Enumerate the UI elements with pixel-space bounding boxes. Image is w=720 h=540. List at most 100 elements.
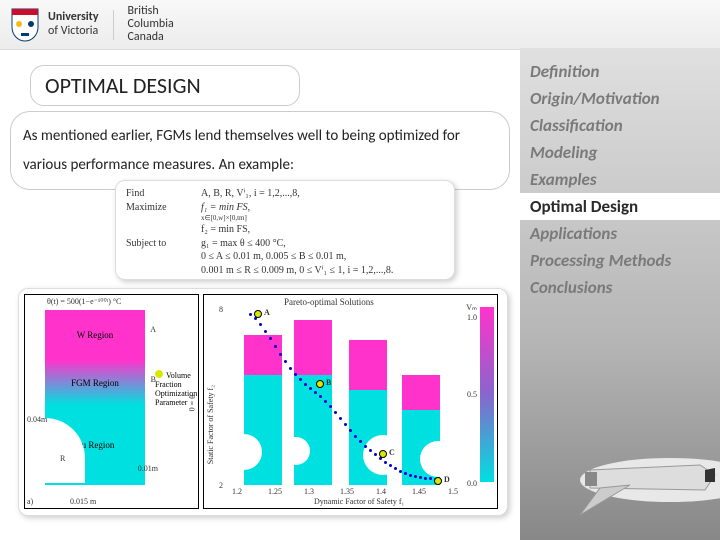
math-f2: f₂ = min FS, bbox=[201, 223, 250, 237]
pareto-point bbox=[309, 387, 312, 390]
marker-D bbox=[434, 477, 442, 485]
ymin: 2 bbox=[219, 481, 223, 490]
gmin: 0.0 bbox=[467, 479, 477, 488]
body-text: As mentioned earlier, FGMs lend themselv… bbox=[10, 111, 510, 190]
logo-line2: of Victoria bbox=[48, 25, 99, 38]
pareto-point bbox=[424, 477, 427, 480]
pareto-point bbox=[314, 391, 317, 394]
uvic-logo-icon bbox=[10, 7, 40, 43]
pareto-point bbox=[344, 423, 347, 426]
math-subj-label: Subject to bbox=[126, 237, 191, 251]
h1-label: 0.04m bbox=[27, 415, 47, 424]
math-find-label: Find bbox=[126, 187, 191, 201]
xtick: 1.35 bbox=[340, 487, 354, 496]
pareto-point bbox=[364, 445, 367, 448]
pareto-point bbox=[289, 367, 292, 370]
pareto-point bbox=[394, 467, 397, 470]
xtick: 1.2 bbox=[232, 487, 242, 496]
math-f1sub: x∈[0,w]×[0,tm] bbox=[201, 214, 247, 223]
pareto-point bbox=[404, 472, 407, 475]
vf-legend: Volume Fraction Optimization Parameter bbox=[155, 370, 198, 407]
xtick: 1.25 bbox=[268, 487, 282, 496]
nav-conclusions[interactable]: Conclusions bbox=[520, 274, 720, 301]
h2-label: 0.01m bbox=[138, 464, 158, 473]
math-g1: g₁ = max θ ≤ 400 °C, bbox=[201, 237, 286, 251]
pareto-point bbox=[304, 383, 307, 386]
pareto-point bbox=[264, 330, 267, 333]
math-find: A, B, R, Vⁱ₁, i = 1,2,...,8, bbox=[201, 187, 300, 201]
pareto-point bbox=[369, 449, 372, 452]
pareto-point bbox=[399, 470, 402, 473]
pareto-point bbox=[374, 453, 377, 456]
pareto-point bbox=[359, 440, 362, 443]
bar-0 bbox=[244, 335, 282, 485]
nav-examples[interactable]: Examples bbox=[520, 166, 720, 193]
pareto-point bbox=[389, 464, 392, 467]
nav-optimal-design[interactable]: Optimal Design bbox=[520, 193, 720, 220]
pareto-point bbox=[324, 400, 327, 403]
pareto-point bbox=[339, 417, 342, 420]
pareto-point bbox=[429, 477, 432, 480]
gmid: 0.5 bbox=[467, 390, 477, 399]
ylabel: Static Factor of Safety f₂ bbox=[206, 385, 215, 464]
marker-A bbox=[254, 310, 262, 318]
logo-line3: British bbox=[128, 5, 174, 18]
w-label: 0.015 m bbox=[70, 497, 96, 506]
bc-text: British Columbia Canada bbox=[128, 5, 174, 45]
content-area: OPTIMAL DESIGN As mentioned earlier, FGM… bbox=[0, 50, 520, 190]
w-region: W Region bbox=[45, 310, 145, 360]
math-c2: 0.001 m ≤ R ≤ 0.009 m, 0 ≤ Vⁱ₁ ≤ 1, i = … bbox=[201, 264, 393, 278]
pareto-point bbox=[269, 337, 272, 340]
pareto-point bbox=[409, 474, 412, 477]
marker-label-B: B bbox=[326, 378, 331, 387]
top-bc: θ(t) = 500(1−e⁻¹⁰⁰ᵗ) °C bbox=[47, 297, 121, 306]
header: University of Victoria British Columbia … bbox=[0, 0, 720, 50]
uvic-text: University of Victoria bbox=[48, 11, 99, 37]
pareto-point bbox=[319, 395, 322, 398]
bar-2 bbox=[349, 340, 387, 485]
math-formulation: Find A, B, R, Vⁱ₁, i = 1,2,...,8, Maximiz… bbox=[115, 180, 455, 280]
figure-box: θ(t) = 500(1−e⁻¹⁰⁰ᵗ) °C W Region FGM Reg… bbox=[18, 288, 508, 516]
pareto-point bbox=[354, 435, 357, 438]
figure-right: Pareto-optimal Solutions Static Factor o… bbox=[203, 294, 498, 509]
math-max-label: Maximize bbox=[126, 201, 191, 215]
math-c1: 0 ≤ A ≤ 0.01 m, 0.005 ≤ B ≤ 0.01 m, bbox=[201, 250, 346, 264]
pareto-point bbox=[259, 323, 262, 326]
pareto-point bbox=[274, 345, 277, 348]
nav-classification[interactable]: Classification bbox=[520, 112, 720, 139]
pareto-point bbox=[349, 429, 352, 432]
pareto-point bbox=[419, 476, 422, 479]
logo-line5: Canada bbox=[128, 31, 174, 44]
nav-origin-motivation[interactable]: Origin/Motivation bbox=[520, 85, 720, 112]
pareto-point bbox=[414, 475, 417, 478]
R-label: R bbox=[60, 454, 65, 463]
pareto-point bbox=[384, 461, 387, 464]
nav-applications[interactable]: Applications bbox=[520, 220, 720, 247]
figure-left: θ(t) = 500(1−e⁻¹⁰⁰ᵗ) °C W Region FGM Reg… bbox=[24, 294, 199, 509]
fgm-region: FGM Region bbox=[45, 360, 145, 405]
marker-label-C: C bbox=[389, 448, 395, 457]
nav-processing-methods[interactable]: Processing Methods bbox=[520, 247, 720, 274]
marker-label-D: D bbox=[444, 475, 450, 484]
marker-label-A: A bbox=[264, 308, 270, 317]
vf-label: Vₘ bbox=[466, 303, 477, 312]
pareto-point bbox=[249, 313, 252, 316]
pareto-point bbox=[279, 353, 282, 356]
bar-3 bbox=[402, 375, 440, 485]
xtick: 1.45 bbox=[412, 487, 426, 496]
ymax: 8 bbox=[219, 305, 223, 314]
a-label: a) bbox=[27, 497, 33, 506]
xtick: 1.3 bbox=[304, 487, 314, 496]
logo-divider bbox=[113, 10, 114, 40]
pareto-point bbox=[299, 378, 302, 381]
nav-definition[interactable]: Definition bbox=[520, 58, 720, 85]
nav-modeling[interactable]: Modeling bbox=[520, 139, 720, 166]
logo-line1: University bbox=[48, 11, 99, 24]
xtick: 1.4 bbox=[376, 487, 386, 496]
chart-area: A B C D bbox=[234, 305, 464, 485]
pareto-point bbox=[334, 411, 337, 414]
page-title: OPTIMAL DESIGN bbox=[45, 72, 285, 99]
xtick: 1.5 bbox=[448, 487, 458, 496]
A-label: A bbox=[150, 325, 156, 334]
pareto-point bbox=[294, 373, 297, 376]
